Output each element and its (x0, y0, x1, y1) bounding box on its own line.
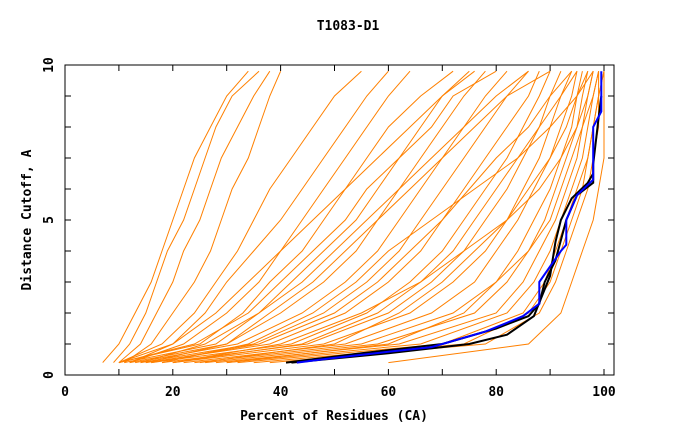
model-curve-9 (124, 70, 470, 364)
x-tick-label: 80 (488, 385, 504, 400)
model-curve-34 (172, 70, 578, 364)
model-curve-27 (161, 70, 594, 364)
x-axis-label: Percent of Residues (CA) (240, 409, 428, 424)
model-curve-10 (129, 70, 486, 364)
model-curve-22 (237, 71, 600, 364)
model-curve-15 (161, 71, 562, 364)
model-curve-7 (129, 70, 411, 364)
series-group (102, 70, 605, 364)
model-curve-30 (140, 70, 529, 364)
model-curve-5 (118, 70, 362, 364)
model-curve-26 (145, 70, 551, 364)
model-curve-35 (151, 70, 573, 364)
model-curve-20 (215, 71, 594, 364)
model-curve-2 (113, 70, 260, 363)
model-curve-33 (226, 71, 600, 364)
model-curve-19 (205, 71, 589, 364)
x-tick-label: 60 (381, 385, 397, 400)
y-tick-label: 10 (42, 57, 57, 73)
model-curve-31 (199, 71, 589, 364)
y-tick-label: 5 (42, 216, 57, 224)
model-curve-3 (118, 70, 271, 363)
model-curve-11 (135, 70, 508, 364)
blue-curve (296, 71, 603, 364)
model-curve-6 (118, 70, 389, 364)
model-curve-25 (388, 71, 605, 364)
x-tick-label: 0 (61, 385, 69, 400)
x-tick-label: 40 (273, 385, 289, 400)
axis-ticks (65, 64, 614, 375)
model-curve-18 (194, 71, 583, 364)
y-axis-label: Distance Cutoff, A (20, 149, 35, 290)
model-curve-17 (183, 71, 578, 364)
x-tick-labels: 0 20 40 60 80 100 (61, 385, 616, 400)
model-curve-12 (140, 70, 529, 364)
y-tick-label: 0 (42, 371, 57, 379)
model-curve-29 (129, 70, 475, 364)
model-curve-13 (145, 71, 540, 364)
model-curve-4 (124, 71, 282, 364)
model-curve-1 (102, 70, 249, 363)
black-curve-2 (291, 172, 595, 364)
x-tick-label: 20 (165, 385, 181, 400)
x-tick-label: 100 (592, 385, 616, 400)
model-curve-32 (118, 70, 497, 364)
y-tick-labels: 0 5 10 (42, 57, 57, 379)
model-curve-8 (118, 70, 454, 364)
chart-title: T1083-D1 (317, 19, 380, 34)
model-curve-14 (151, 71, 551, 364)
